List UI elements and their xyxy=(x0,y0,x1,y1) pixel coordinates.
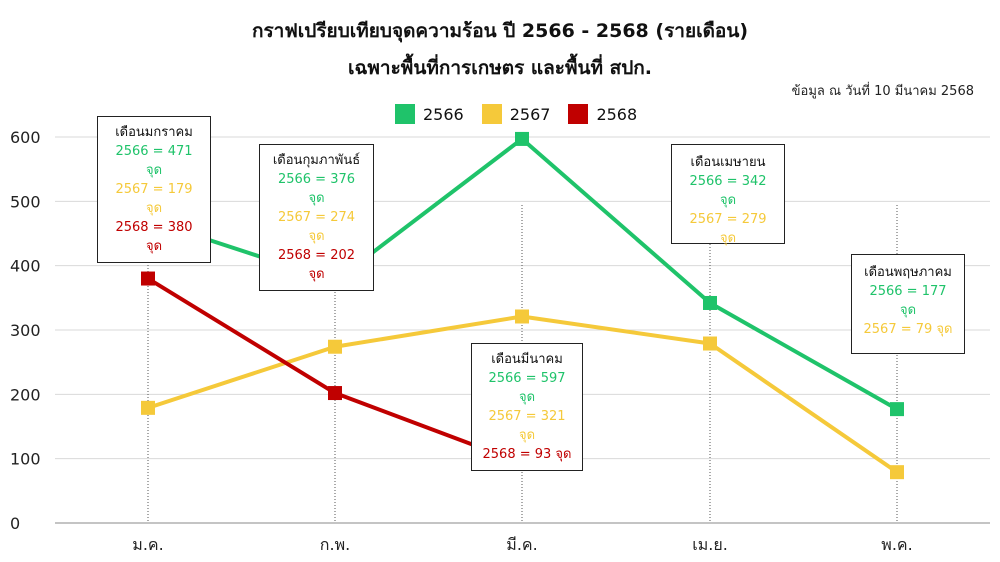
annotation-line-2566: 2566 = 376 จุด xyxy=(277,172,356,206)
y-tick-label: 100 xyxy=(10,450,41,469)
y-tick-label: 500 xyxy=(10,192,41,211)
data-point-2567 xyxy=(515,309,529,324)
annotation-line-2568: 2568 = 202 จุด xyxy=(277,248,356,282)
y-tick-label: 600 xyxy=(10,128,41,147)
annotation-january: เดือนมกราคม 2566 = 471 จุด 2567 = 179 จุ… xyxy=(97,116,211,263)
annotation-header: เดือนมกราคม xyxy=(115,125,193,140)
y-tick-label: 300 xyxy=(10,321,41,340)
x-tick-label: มี.ค. xyxy=(506,535,537,554)
data-date-note: ข้อมูล ณ วันที่ 10 มีนาคม 2568 xyxy=(791,84,974,99)
x-tick-label: เม.ย. xyxy=(692,535,728,554)
annotation-line-2568: 2568 = 93 จุด xyxy=(482,447,572,462)
data-point-2567 xyxy=(328,339,342,354)
annotation-april: เดือนเมษายน 2566 = 342 จุด 2567 = 279 จุ… xyxy=(671,144,785,246)
legend: 2566 2567 2568 xyxy=(395,104,655,124)
legend-label-2567: 2567 xyxy=(509,104,551,124)
annotation-line-2567: 2567 = 79 จุด xyxy=(863,322,953,337)
data-point-2567 xyxy=(141,400,155,415)
legend-item-2566: 2566 xyxy=(395,104,464,124)
chart-subtitle: เฉพาะพื้นที่การเกษตร และพื้นที่ สปก. xyxy=(347,57,653,79)
annotation-line-2566: 2566 = 342 จุด xyxy=(689,174,767,208)
annotation-february: เดือนกุมภาพันธ์ 2566 = 376 จุด 2567 = 27… xyxy=(259,144,374,291)
legend-swatch-2568 xyxy=(568,104,589,124)
legend-item-2568: 2568 xyxy=(568,104,637,124)
annotation-header: เดือนพฤษภาคม xyxy=(864,265,952,280)
x-tick-label: ม.ค. xyxy=(132,535,163,554)
data-point-2566 xyxy=(890,402,904,417)
legend-label-2568: 2568 xyxy=(596,104,638,124)
data-point-2568 xyxy=(328,386,342,401)
legend-label-2566: 2566 xyxy=(423,104,464,124)
annotation-header: เดือนมีนาคม xyxy=(491,352,563,367)
annotation-line-2567: 2567 = 279 จุด xyxy=(689,212,767,246)
data-point-2568 xyxy=(141,271,155,286)
annotation-line-2567: 2567 = 179 จุด xyxy=(115,182,193,216)
y-tick-label: 400 xyxy=(10,257,41,276)
annotation-line-2567: 2567 = 321 จุด xyxy=(488,409,566,443)
chart-title: กราฟเปรียบเทียบจุดความร้อน ปี 2566 - 256… xyxy=(251,20,749,42)
annotation-header: เดือนเมษายน xyxy=(690,155,766,170)
annotation-line-2567: 2567 = 274 จุด xyxy=(277,210,356,244)
legend-swatch-2567 xyxy=(481,104,502,124)
annotation-march: เดือนมีนาคม 2566 = 597 จุด 2567 = 321 จุ… xyxy=(471,343,583,471)
x-tick-label: พ.ค. xyxy=(881,535,912,554)
annotation-line-2566: 2566 = 177 จุด xyxy=(869,284,947,318)
annotation-may: เดือนพฤษภาคม 2566 = 177 จุด 2567 = 79 จุ… xyxy=(851,254,965,354)
data-point-2567 xyxy=(703,336,717,351)
data-point-2566 xyxy=(515,131,529,146)
y-tick-label: 200 xyxy=(10,385,41,404)
legend-item-2567: 2567 xyxy=(481,104,551,124)
y-tick-label: 0 xyxy=(10,514,20,533)
annotation-line-2566: 2566 = 471 จุด xyxy=(115,144,193,178)
data-point-2566 xyxy=(703,295,717,310)
annotation-line-2566: 2566 = 597 จุด xyxy=(488,371,566,405)
x-tick-label: ก.พ. xyxy=(320,535,350,554)
annotation-line-2568: 2568 = 380 จุด xyxy=(115,220,193,254)
data-point-2567 xyxy=(890,465,904,480)
annotation-header: เดือนกุมภาพันธ์ xyxy=(272,153,361,168)
legend-swatch-2566 xyxy=(395,104,415,124)
